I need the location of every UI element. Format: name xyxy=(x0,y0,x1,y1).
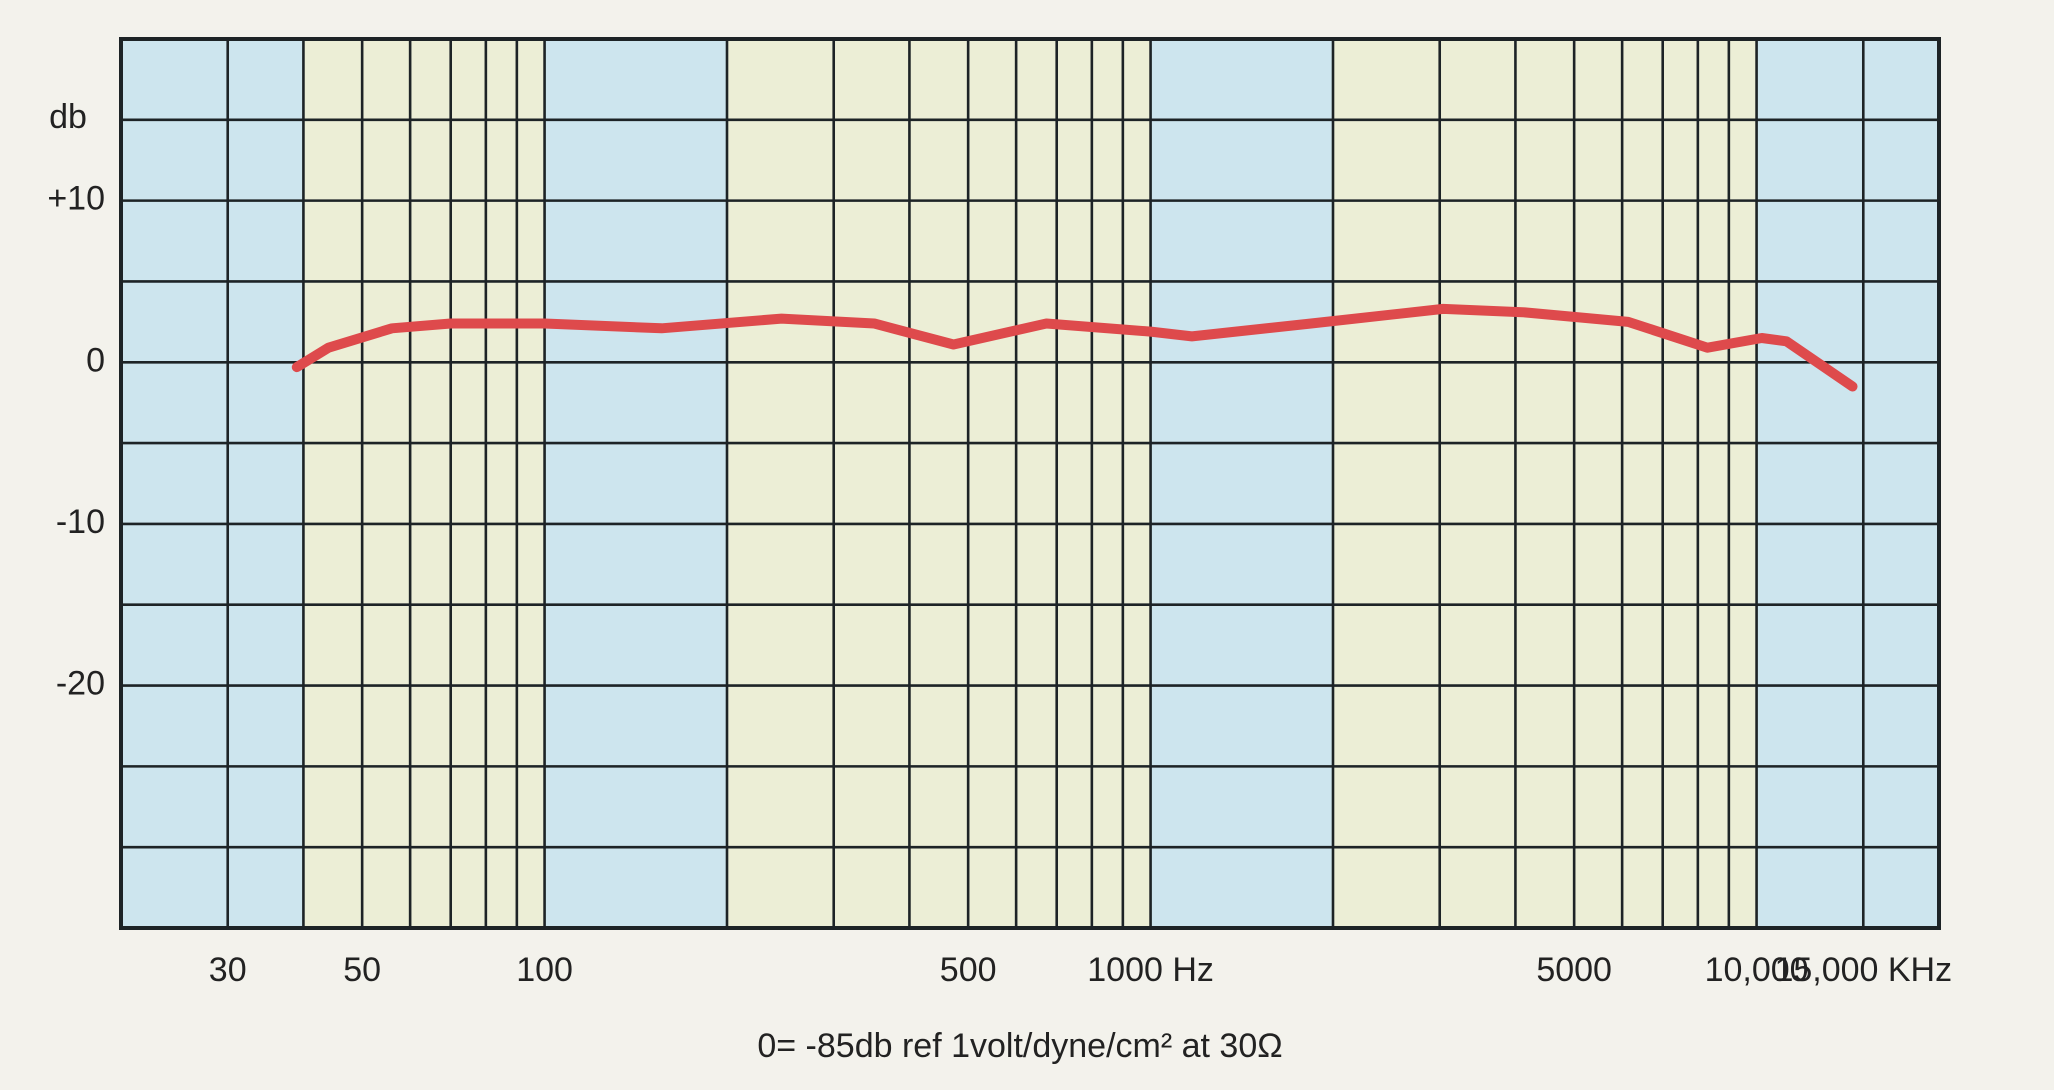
footnote: 0= -85db ref 1volt/dyne/cm² at 30Ω xyxy=(757,1027,1282,1065)
x-tick-label: 10,000 xyxy=(1705,951,1809,989)
shaded-band xyxy=(1333,39,1757,928)
x-tick-label: 30 xyxy=(209,951,247,989)
plot-border xyxy=(119,37,1941,930)
x-tick-label: 100 xyxy=(516,951,573,989)
y-tick-label: -10 xyxy=(56,503,105,541)
x-tick-label: 50 xyxy=(343,951,381,989)
y-tick-label: 0 xyxy=(86,341,105,379)
x-tick-label: 5000 xyxy=(1536,951,1612,989)
plot-area xyxy=(119,37,1941,930)
shaded-band xyxy=(727,39,1151,928)
y-tick-label: -20 xyxy=(56,665,105,703)
shaded-band xyxy=(303,39,545,928)
x-tick-label: 1000 Hz xyxy=(1087,951,1214,989)
y-axis-label: db xyxy=(49,98,87,136)
response-curve xyxy=(291,303,1858,392)
x-tick-label: 500 xyxy=(940,951,997,989)
x-tick-label: 15,000 KHz xyxy=(1774,951,1952,989)
y-tick-label: +10 xyxy=(47,180,105,218)
